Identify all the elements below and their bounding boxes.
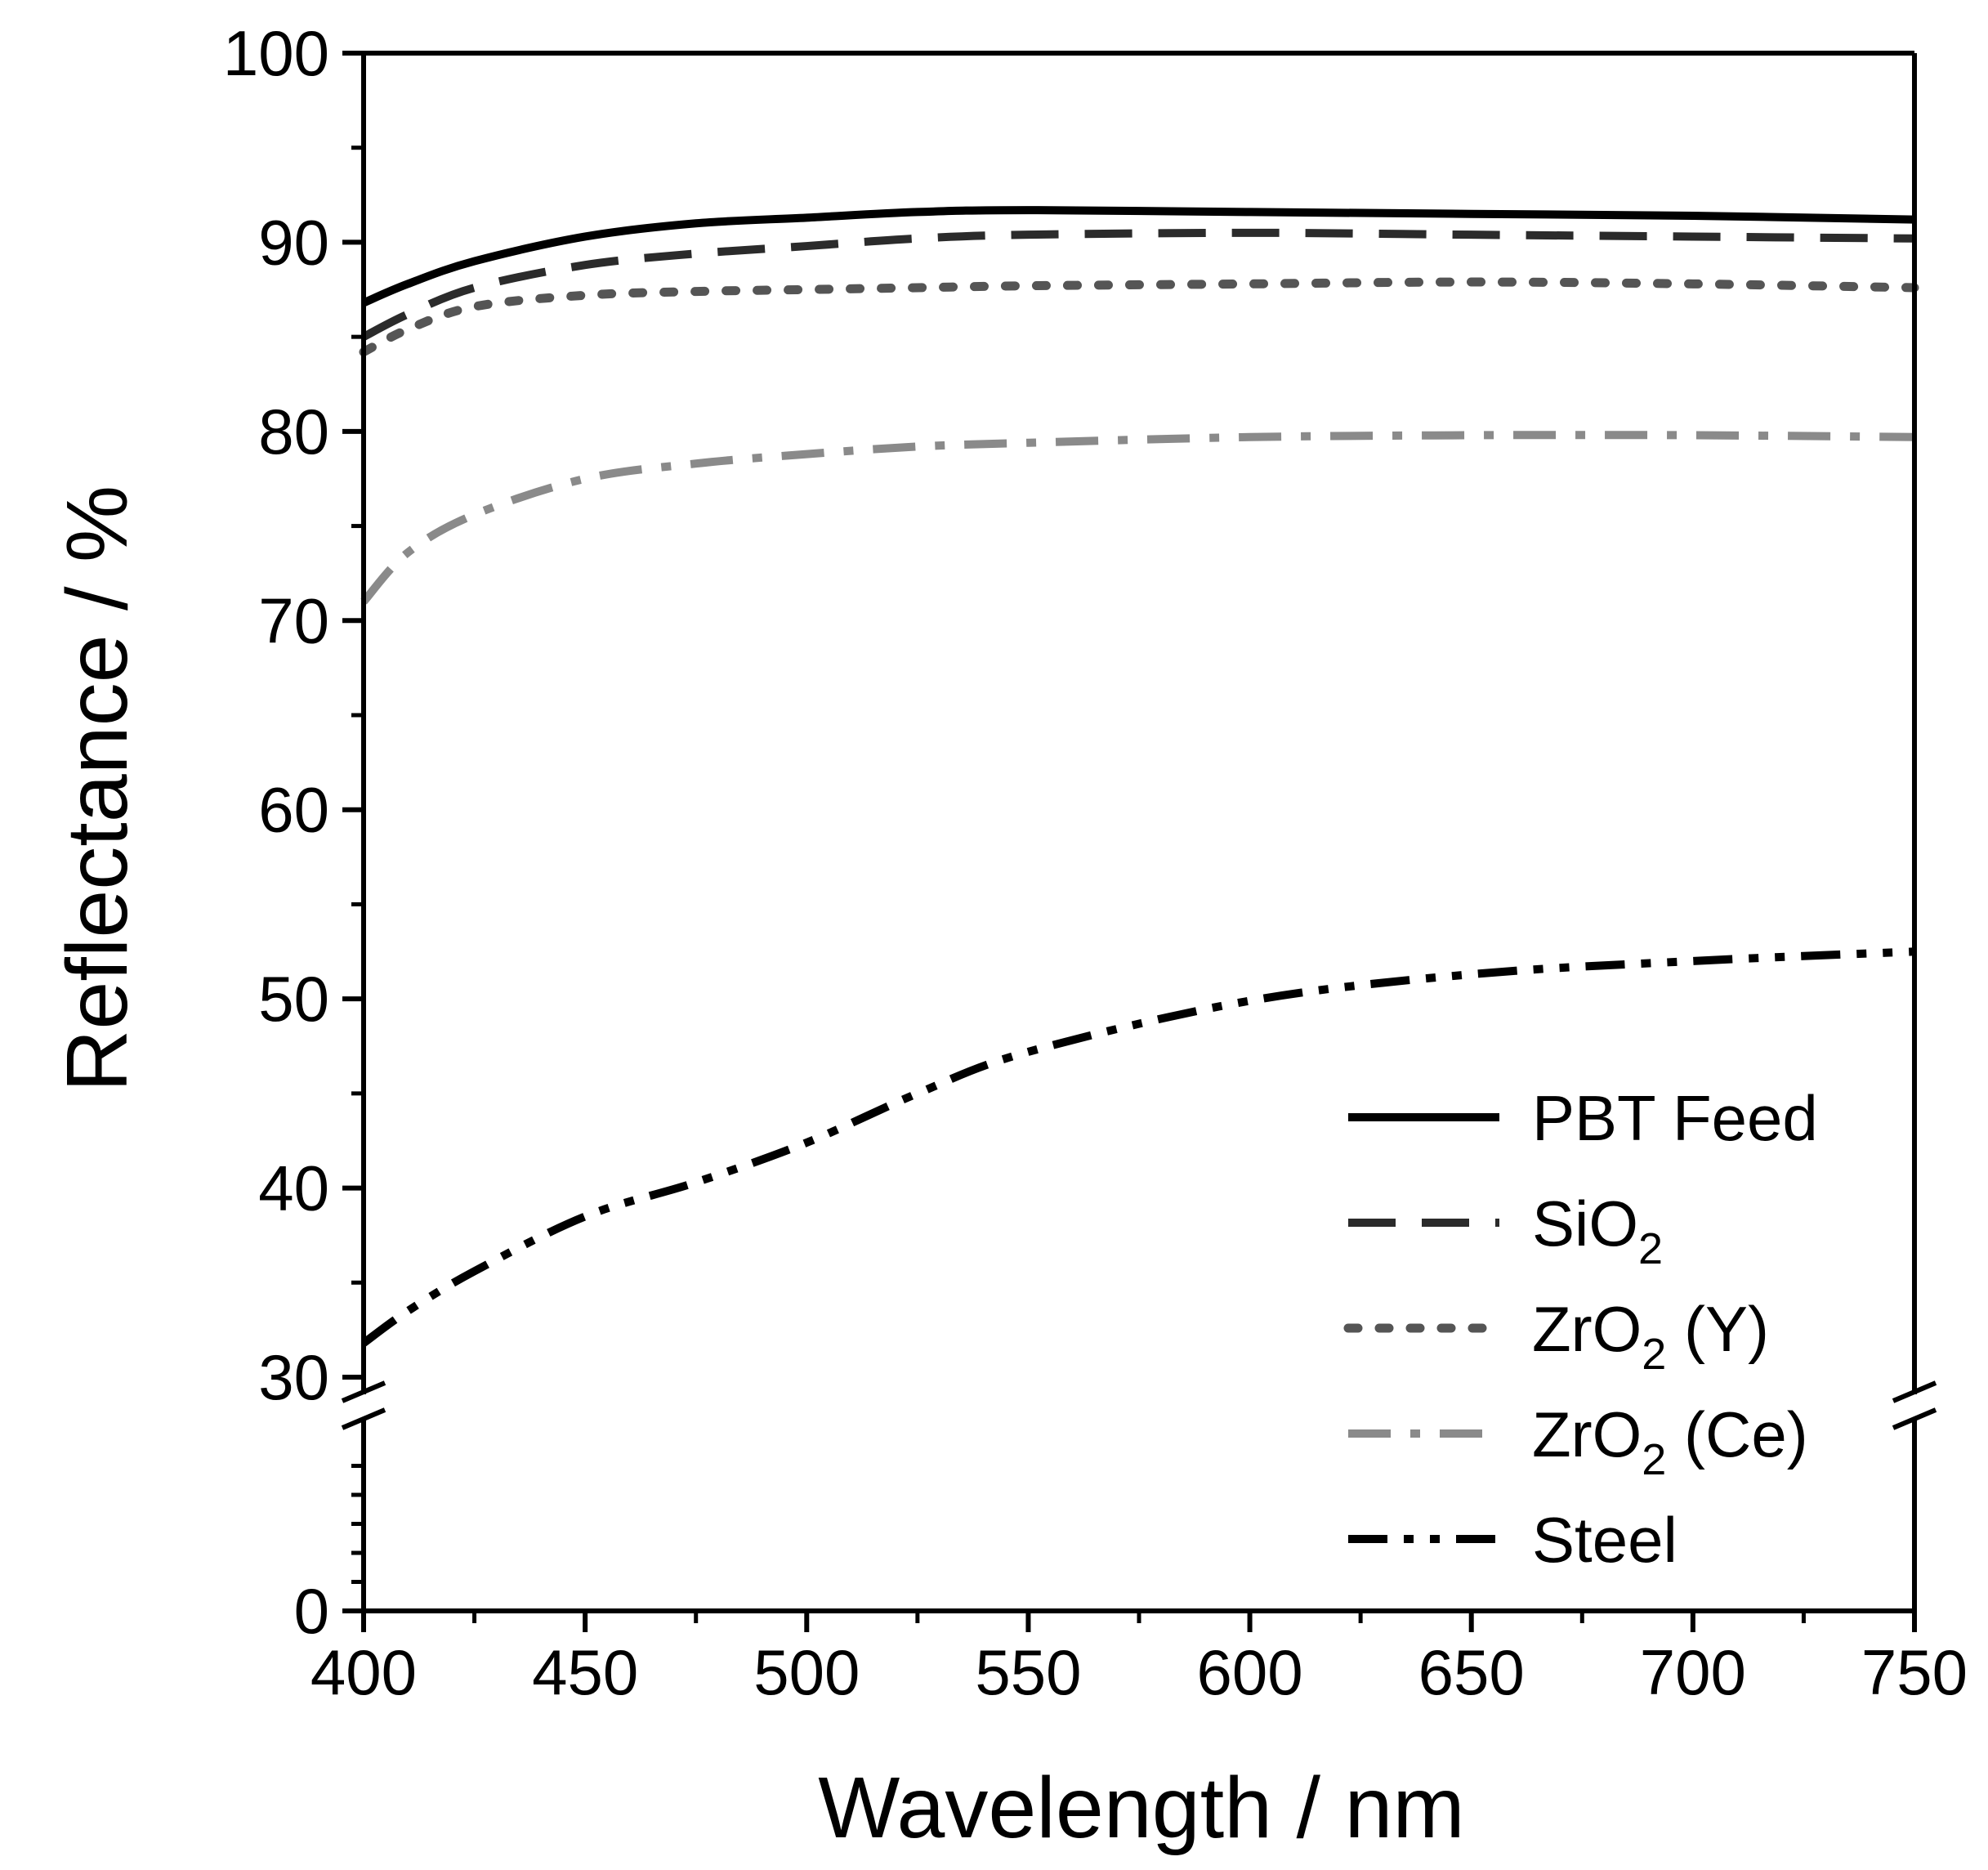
legend: PBT Feed SiO2 ZrO2 (Y) ZrO2 (Ce) Steel: [1343, 1082, 1818, 1576]
x-tick-label-500: 500: [753, 1636, 860, 1708]
legend-label-2: ZrO2 (Y): [1532, 1293, 1769, 1379]
y-tick-label-40: 40: [258, 1152, 329, 1224]
ticks-layer: 400 450 500 550 600 650 700 750 0 30 40 50 60 70 80 90 1…: [223, 17, 1968, 1708]
axis-break-mark-left-2: [341, 1407, 386, 1430]
series-line-1: [361, 228, 1915, 341]
x-tick-label-700: 700: [1640, 1636, 1746, 1708]
y-tick-label-30: 30: [258, 1341, 329, 1413]
x-tick-label-450: 450: [532, 1636, 638, 1708]
legend-label-1: SiO2: [1532, 1188, 1663, 1273]
x-tick-label-400: 400: [310, 1636, 417, 1708]
x-tick-label-600: 600: [1197, 1636, 1303, 1708]
legend-label-3: ZrO2 (Ce): [1532, 1398, 1808, 1484]
axis-break-mark-left-1: [341, 1380, 386, 1403]
y-tick-label-90: 90: [258, 206, 329, 278]
y-tick-label-80: 80: [258, 396, 329, 468]
axis-break-mark-right-1: [1892, 1380, 1937, 1403]
y-tick-label-0: 0: [294, 1575, 329, 1647]
series-line-3: [360, 431, 1915, 605]
series-line-2: [359, 277, 1919, 357]
series-layer: [359, 206, 1919, 1347]
x-tick-label-750: 750: [1861, 1636, 1968, 1708]
x-tick-label-650: 650: [1418, 1636, 1525, 1708]
y-tick-label-100: 100: [223, 17, 329, 89]
axis-break-mark-right-2: [1892, 1407, 1937, 1430]
x-axis-title: Wavelength / nm: [818, 1760, 1464, 1856]
y-tick-label-70: 70: [258, 584, 329, 656]
series-line-0: [362, 206, 1915, 307]
x-tick-label-550: 550: [975, 1636, 1081, 1708]
y-axis-title: Reflectance / %: [49, 485, 145, 1092]
y-tick-label-60: 60: [258, 774, 329, 846]
y-tick-label-50: 50: [258, 963, 329, 1035]
legend-label-0: PBT Feed: [1532, 1082, 1818, 1154]
legend-label-4: Steel: [1532, 1504, 1678, 1576]
axes-layer: [341, 51, 1937, 1613]
